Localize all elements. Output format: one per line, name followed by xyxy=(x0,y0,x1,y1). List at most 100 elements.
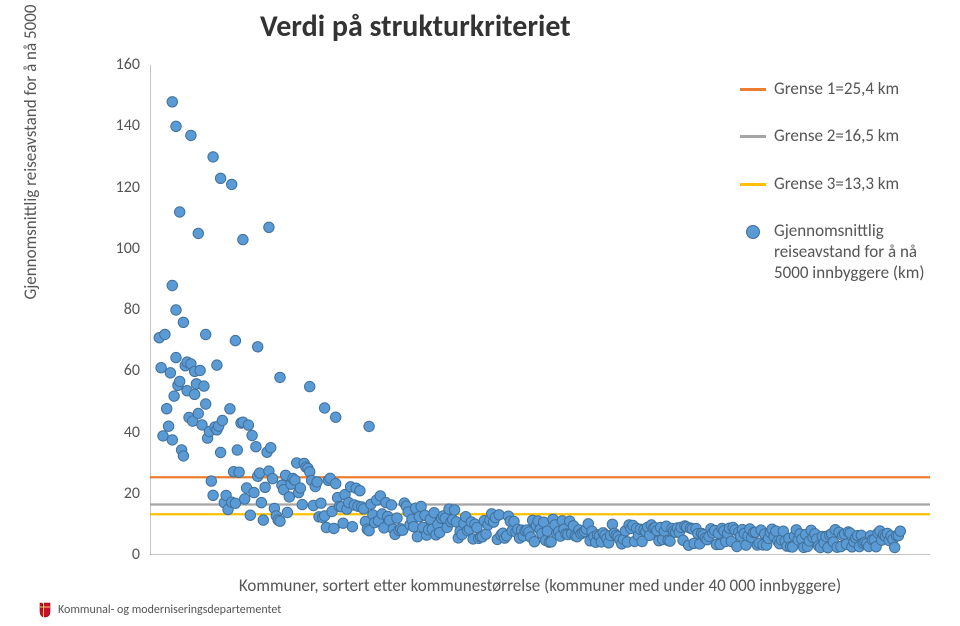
data-point xyxy=(364,421,374,431)
data-point xyxy=(275,372,285,382)
data-point xyxy=(312,477,322,487)
legend-label: Gjennomsnittlig reiseavstand for å nå 50… xyxy=(774,220,934,284)
data-point xyxy=(167,435,177,445)
data-point xyxy=(247,430,257,440)
data-point xyxy=(331,412,341,422)
data-point xyxy=(329,523,339,533)
data-point xyxy=(175,376,185,386)
y-tick-label: 80 xyxy=(100,300,140,319)
data-point xyxy=(234,467,244,477)
footer-text: Kommunal- og moderniseringsdepartementet xyxy=(58,603,281,617)
y-tick-label: 60 xyxy=(100,361,140,380)
legend-label: Grense 1=25,4 km xyxy=(774,78,899,99)
chart-title: Verdi på strukturkriteriet xyxy=(260,8,571,45)
line-swatch-icon xyxy=(740,135,766,138)
x-axis-label: Kommuner, sortert etter kommunestørrelse… xyxy=(150,575,930,596)
data-point xyxy=(481,529,491,539)
data-point xyxy=(355,486,365,496)
data-point xyxy=(449,505,459,515)
data-point xyxy=(225,404,235,414)
data-point xyxy=(249,487,259,497)
data-point xyxy=(297,499,307,509)
y-tick-label: 120 xyxy=(100,178,140,197)
data-point xyxy=(193,228,203,238)
data-point xyxy=(732,541,742,551)
y-tick-label: 0 xyxy=(100,545,140,564)
data-point xyxy=(253,342,263,352)
data-point xyxy=(171,305,181,315)
data-point xyxy=(165,368,175,378)
data-point xyxy=(258,515,268,525)
data-point xyxy=(186,130,196,140)
data-point xyxy=(331,478,341,488)
data-point xyxy=(316,498,326,508)
data-point xyxy=(386,500,396,510)
line-swatch-icon xyxy=(740,183,766,186)
y-axis-label: Gjennomsnittlig reiseavstand for å nå 50… xyxy=(20,0,41,300)
data-point xyxy=(494,510,504,520)
data-point xyxy=(895,526,905,536)
data-point xyxy=(227,179,237,189)
data-point xyxy=(215,173,225,183)
data-point xyxy=(189,389,199,399)
data-point xyxy=(232,445,242,455)
data-point xyxy=(217,415,227,425)
data-point xyxy=(230,335,240,345)
data-point xyxy=(238,234,248,244)
data-point xyxy=(201,329,211,339)
y-tick-label: 160 xyxy=(100,55,140,74)
data-point xyxy=(347,522,357,532)
data-point xyxy=(178,451,188,461)
data-point xyxy=(160,329,170,339)
data-point xyxy=(163,421,173,431)
data-point xyxy=(275,516,285,526)
data-point xyxy=(215,447,225,457)
legend-item-grense1: Grense 1=25,4 km xyxy=(740,78,950,99)
data-point xyxy=(212,360,222,370)
data-point xyxy=(178,317,188,327)
y-tick-label: 40 xyxy=(100,423,140,442)
data-point xyxy=(264,222,274,232)
data-point xyxy=(167,280,177,290)
data-point xyxy=(208,490,218,500)
data-point xyxy=(171,352,181,362)
data-point xyxy=(199,381,209,391)
marker-swatch-icon xyxy=(746,225,760,239)
data-point xyxy=(240,494,250,504)
data-point xyxy=(171,121,181,131)
data-point xyxy=(890,542,900,552)
data-point xyxy=(266,443,276,453)
footer: Kommunal- og moderniseringsdepartementet xyxy=(38,602,281,618)
line-swatch-icon xyxy=(740,88,766,91)
legend-item-grense2: Grense 2=16,5 km xyxy=(740,125,950,146)
y-tick-label: 20 xyxy=(100,484,140,503)
data-point xyxy=(267,473,277,483)
data-point xyxy=(206,476,216,486)
data-point xyxy=(243,420,253,430)
data-point xyxy=(195,365,205,375)
data-point xyxy=(162,404,172,414)
legend: Grense 1=25,4 km Grense 2=16,5 km Grense… xyxy=(740,78,950,310)
data-point xyxy=(319,403,329,413)
data-point xyxy=(256,497,266,507)
data-point xyxy=(167,97,177,107)
data-point xyxy=(245,510,255,520)
data-point xyxy=(208,152,218,162)
legend-label: Grense 2=16,5 km xyxy=(774,125,899,146)
data-point xyxy=(156,363,166,373)
legend-label: Grense 3=13,3 km xyxy=(774,173,899,194)
data-point xyxy=(193,408,203,418)
data-point xyxy=(305,381,315,391)
data-point xyxy=(282,507,292,517)
data-point xyxy=(295,483,305,493)
legend-item-grense3: Grense 3=13,3 km xyxy=(740,173,950,194)
data-point xyxy=(169,391,179,401)
data-point xyxy=(251,442,261,452)
data-point xyxy=(175,207,185,217)
data-point xyxy=(260,482,270,492)
data-point xyxy=(254,468,264,478)
y-tick-label: 140 xyxy=(100,116,140,135)
y-tick-label: 100 xyxy=(100,239,140,258)
data-point xyxy=(529,537,539,547)
data-point xyxy=(392,513,402,523)
